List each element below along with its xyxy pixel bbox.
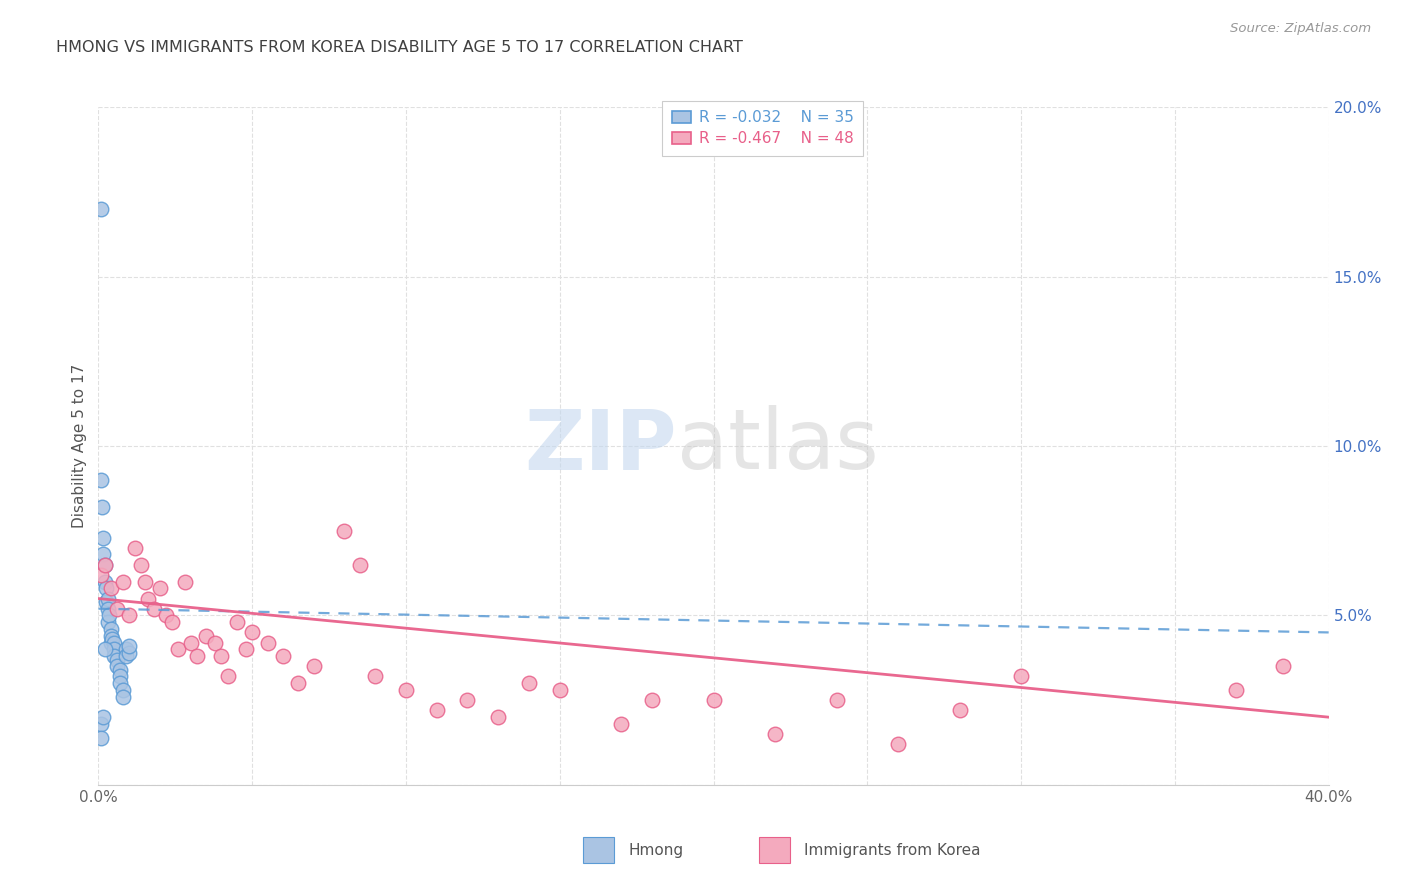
Text: Source: ZipAtlas.com: Source: ZipAtlas.com [1230, 22, 1371, 36]
Point [91, 548, 114, 562]
Point [97, 615, 120, 630]
Point [1010, 669, 1032, 683]
Point [225, 615, 247, 630]
Point [103, 642, 125, 657]
Point [108, 669, 131, 683]
Point [124, 541, 146, 555]
Point [105, 652, 128, 666]
Point [93, 642, 115, 657]
Point [108, 663, 131, 677]
Point [887, 737, 910, 751]
Point [271, 649, 294, 664]
Point [1271, 659, 1294, 673]
Point [93, 574, 115, 589]
Point [641, 693, 664, 707]
Point [105, 659, 128, 673]
Point [131, 558, 153, 572]
Point [101, 632, 124, 647]
Point [217, 669, 239, 683]
Point [763, 727, 786, 741]
Point [703, 693, 725, 707]
Point [115, 649, 138, 664]
Point [287, 676, 309, 690]
Point [204, 635, 226, 649]
Point [118, 608, 141, 623]
Point [103, 649, 125, 664]
Point [118, 646, 141, 660]
Point [211, 649, 233, 664]
Point [91, 500, 114, 514]
Point [486, 710, 509, 724]
Point [91, 531, 114, 545]
Point [112, 683, 135, 698]
Point [456, 693, 478, 707]
Y-axis label: Disability Age 5 to 17: Disability Age 5 to 17 [72, 364, 87, 528]
Point [610, 717, 633, 731]
Point [97, 591, 120, 606]
Point [240, 625, 263, 640]
Point [98, 608, 121, 623]
Legend: R = -0.032    N = 35, R = -0.467    N = 48: R = -0.032 N = 35, R = -0.467 N = 48 [662, 101, 863, 155]
Point [256, 635, 278, 649]
Point [118, 639, 141, 653]
Point [100, 582, 122, 596]
Point [548, 683, 571, 698]
Text: HMONG VS IMMIGRANTS FROM KOREA DISABILITY AGE 5 TO 17 CORRELATION CHART: HMONG VS IMMIGRANTS FROM KOREA DISABILIT… [56, 40, 744, 55]
Point [949, 703, 972, 717]
Point [162, 615, 183, 630]
Point [186, 649, 208, 664]
Point [112, 690, 135, 704]
Point [100, 635, 122, 649]
Point [100, 629, 122, 643]
Text: ZIP: ZIP [524, 406, 676, 486]
Point [195, 629, 218, 643]
Text: Immigrants from Korea: Immigrants from Korea [804, 843, 981, 857]
Point [100, 622, 122, 636]
Point [1225, 683, 1247, 698]
Point [364, 669, 387, 683]
Point [517, 676, 540, 690]
Point [105, 601, 128, 615]
Point [94, 595, 117, 609]
Point [235, 642, 257, 657]
Point [349, 558, 371, 572]
Text: atlas: atlas [676, 406, 879, 486]
Point [173, 574, 195, 589]
Point [112, 574, 135, 589]
Point [90, 717, 112, 731]
Point [395, 683, 418, 698]
Point [97, 601, 120, 615]
Point [155, 608, 177, 623]
Point [90, 567, 112, 582]
Point [825, 693, 848, 707]
Point [103, 635, 125, 649]
Point [94, 582, 117, 596]
Point [333, 524, 356, 538]
Point [149, 582, 172, 596]
Point [302, 659, 325, 673]
Point [180, 635, 202, 649]
Point [134, 574, 156, 589]
Point [93, 558, 115, 572]
Point [90, 473, 112, 487]
Point [142, 601, 165, 615]
Point [115, 642, 138, 657]
Point [91, 710, 114, 724]
Text: Hmong: Hmong [628, 843, 683, 857]
Point [167, 642, 190, 657]
Point [108, 676, 131, 690]
Point [90, 731, 112, 745]
Point [136, 591, 159, 606]
Point [90, 202, 112, 216]
Point [93, 558, 115, 572]
Point [426, 703, 449, 717]
